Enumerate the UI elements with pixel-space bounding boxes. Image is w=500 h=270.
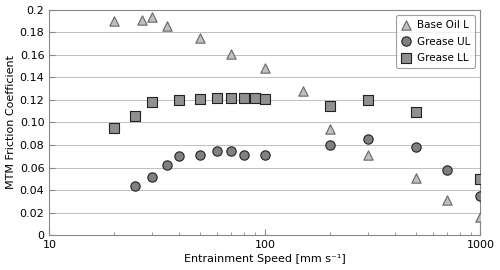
- Grease LL: [213, 96, 221, 100]
- Grease UL: [228, 148, 235, 153]
- Grease LL: [110, 126, 118, 130]
- Grease UL: [364, 137, 372, 141]
- Base Oil L: [326, 127, 334, 131]
- X-axis label: Entrainment Speed [mm s⁻¹]: Entrainment Speed [mm s⁻¹]: [184, 254, 346, 264]
- Y-axis label: MTM Friction Coefficient: MTM Friction Coefficient: [6, 56, 16, 190]
- Base Oil L: [138, 18, 146, 22]
- Base Oil L: [110, 19, 118, 23]
- Base Oil L: [299, 89, 307, 93]
- Grease UL: [476, 194, 484, 198]
- Grease UL: [261, 153, 269, 157]
- Grease LL: [476, 177, 484, 181]
- Base Oil L: [148, 15, 156, 20]
- Base Oil L: [162, 24, 170, 29]
- Grease LL: [326, 103, 334, 108]
- Grease LL: [228, 96, 235, 100]
- Grease LL: [240, 96, 248, 100]
- Base Oil L: [228, 52, 235, 56]
- Grease UL: [326, 143, 334, 147]
- Grease LL: [148, 100, 156, 104]
- Grease LL: [175, 98, 183, 102]
- Base Oil L: [443, 198, 451, 202]
- Grease LL: [261, 97, 269, 101]
- Grease LL: [412, 110, 420, 114]
- Base Oil L: [364, 153, 372, 157]
- Legend: Base Oil L, Grease UL, Grease LL: Base Oil L, Grease UL, Grease LL: [396, 15, 475, 68]
- Grease LL: [364, 98, 372, 102]
- Grease UL: [196, 153, 204, 157]
- Base Oil L: [261, 66, 269, 70]
- Grease UL: [240, 153, 248, 157]
- Base Oil L: [412, 176, 420, 180]
- Grease UL: [148, 174, 156, 179]
- Grease LL: [131, 114, 139, 118]
- Grease UL: [443, 168, 451, 172]
- Grease UL: [162, 163, 170, 168]
- Grease UL: [412, 145, 420, 150]
- Grease LL: [196, 97, 204, 101]
- Grease UL: [131, 184, 139, 188]
- Grease UL: [175, 154, 183, 158]
- Grease LL: [251, 96, 259, 100]
- Grease UL: [213, 148, 221, 153]
- Base Oil L: [196, 36, 204, 40]
- Base Oil L: [476, 215, 484, 220]
